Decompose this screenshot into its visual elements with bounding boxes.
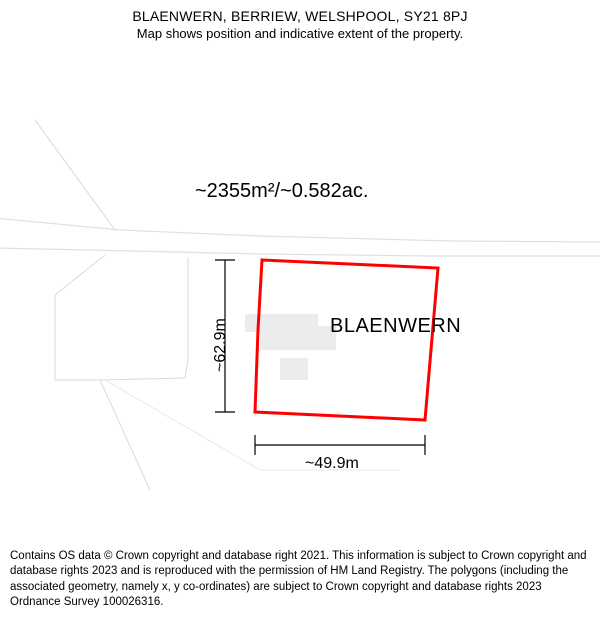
map-area: ~2355m²/~0.582ac. BLAENWERN ~49.9m ~62.9… [0,50,600,500]
area-label: ~2355m²/~0.582ac. [195,180,368,203]
copyright-text: Contains OS data © Crown copyright and d… [10,549,590,611]
dimension-horizontal-label: ~49.9m [305,455,359,473]
map-page: BLAENWERN, BERRIEW, WELSHPOOL, SY21 8PJ … [0,0,600,625]
footer: Contains OS data © Crown copyright and d… [0,541,600,625]
header: BLAENWERN, BERRIEW, WELSHPOOL, SY21 8PJ … [0,0,600,41]
map-svg [0,50,600,500]
page-title: BLAENWERN, BERRIEW, WELSHPOOL, SY21 8PJ [0,8,600,24]
property-name-label: BLAENWERN [330,315,461,338]
page-subtitle: Map shows position and indicative extent… [0,26,600,41]
dimension-vertical-label: ~62.9m [212,318,230,372]
